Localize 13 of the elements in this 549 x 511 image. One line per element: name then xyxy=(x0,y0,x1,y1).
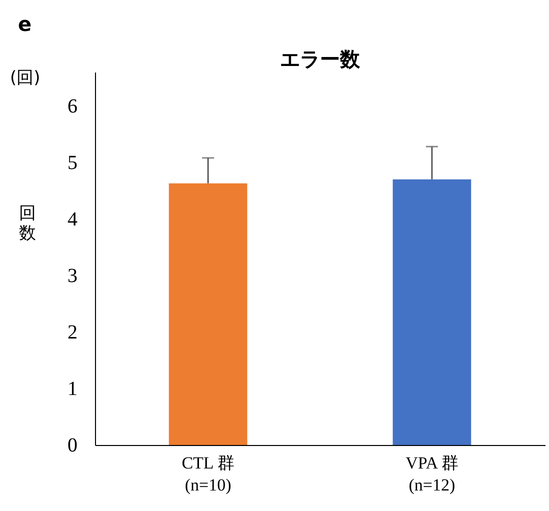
y-tick-label: 1 xyxy=(68,378,78,400)
y-tick-label: 6 xyxy=(68,95,78,118)
y-tick-label: 0 xyxy=(68,434,78,456)
y-tick-label: 4 xyxy=(68,208,78,230)
y-tick-label: 3 xyxy=(68,264,78,287)
x-tick-label: CTL 群 (n=10) xyxy=(182,454,234,494)
y-tick-label: 2 xyxy=(68,321,78,344)
text: (回) xyxy=(10,67,40,89)
text: e xyxy=(18,12,32,36)
x-tick-label: VPA 群 (n=12) xyxy=(406,454,458,494)
y-axis-title: 回数 xyxy=(19,204,36,244)
chart-title: エラー数 xyxy=(280,47,361,71)
y-tick-label: 5 xyxy=(68,152,78,174)
